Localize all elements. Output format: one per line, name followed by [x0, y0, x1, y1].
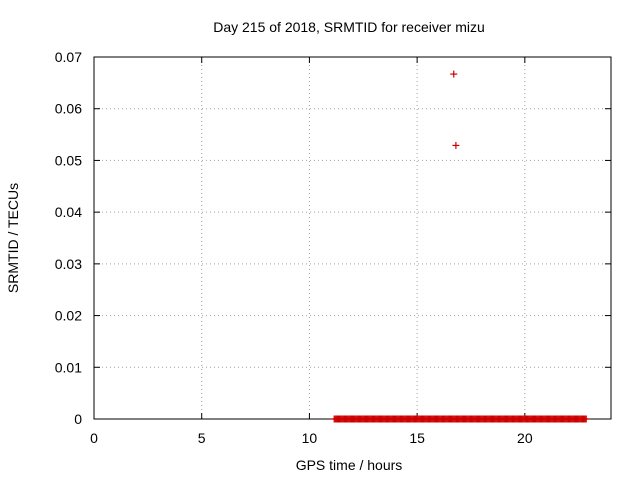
x-tick-label: 15: [409, 430, 425, 446]
chart-title: Day 215 of 2018, SRMTID for receiver miz…: [213, 19, 485, 35]
y-tick-label: 0.07: [55, 49, 82, 65]
grid-lines: [94, 57, 611, 419]
y-tick-label: 0.03: [55, 256, 82, 272]
y-axis-label: SRMTID / TECUs: [5, 183, 21, 293]
y-tick-label: 0.01: [55, 359, 82, 375]
data-point: [452, 141, 460, 149]
y-tick-label: 0: [74, 411, 82, 427]
x-tick-label: 20: [517, 430, 533, 446]
y-tick-label: 0.04: [55, 204, 82, 220]
data-point-zero: [582, 415, 590, 423]
axes: 0 0.01 0.02 0.03 0.04 0.05 0.06 0.07 0 5 10 15 20: [55, 49, 612, 446]
data-points: [330, 70, 590, 423]
y-tick-label: 0.02: [55, 308, 82, 324]
data-point: [450, 70, 458, 78]
y-tick-label: 0.05: [55, 152, 82, 168]
y-tick-label: 0.06: [55, 101, 82, 117]
x-tick-label: 0: [90, 430, 98, 446]
x-axis-label: GPS time / hours: [296, 457, 403, 473]
x-tick-label: 5: [198, 430, 206, 446]
x-tick-label: 10: [302, 430, 318, 446]
plot-frame: [93, 56, 612, 420]
